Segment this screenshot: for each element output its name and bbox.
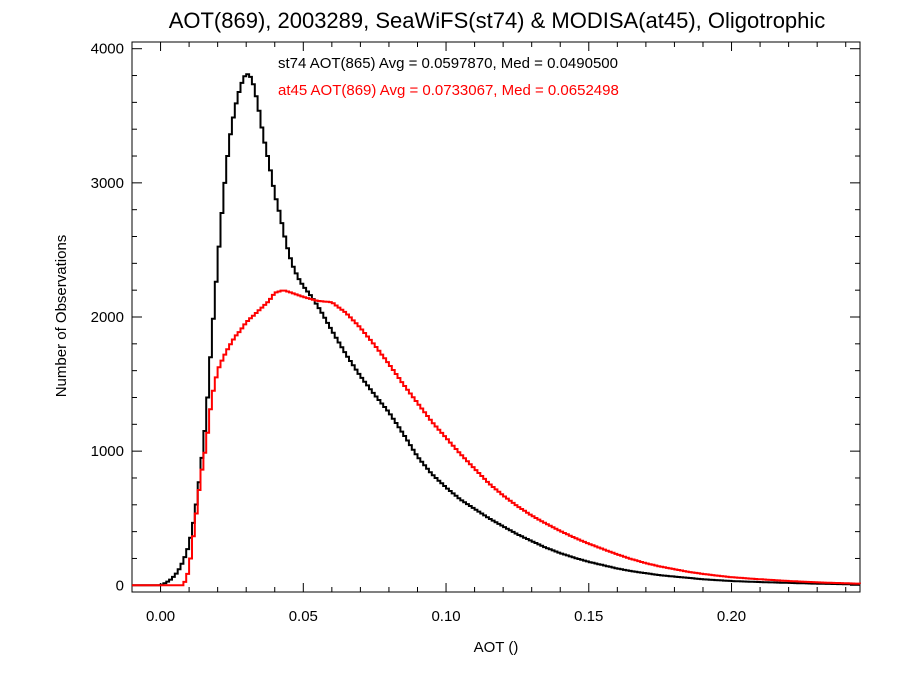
- y-axis-title: Number of Observations: [53, 235, 70, 398]
- x-tick-label: 0.05: [289, 608, 318, 625]
- y-axis: 0 1000 2000 3000 4000: [91, 41, 860, 594]
- y-tick-label: 2000: [91, 309, 124, 326]
- y-tick-label: 1000: [91, 443, 124, 460]
- x-axis: 0.00 0.05 0.10 0.15 0.20: [131, 42, 847, 625]
- series-at45-line: [132, 289, 861, 587]
- y-tick-label: 3000: [91, 175, 124, 192]
- y-tick-label: 4000: [91, 41, 124, 58]
- x-tick-label: 0.15: [574, 608, 603, 625]
- y-tick-label: 0: [116, 577, 124, 594]
- plot-frame: [131, 41, 861, 593]
- chart-title: AOT(869), 2003289, SeaWiFS(st74) & MODIS…: [169, 8, 826, 33]
- series-layer: [132, 73, 861, 587]
- series-st74-line: [132, 73, 860, 587]
- legend-label-at45: at45 AOT(869) Avg = 0.0733067, Med = 0.0…: [278, 82, 619, 99]
- x-tick-label: 0.00: [146, 608, 175, 625]
- x-tick-label: 0.10: [431, 608, 460, 625]
- x-tick-label: 0.20: [717, 608, 746, 625]
- legend-label-st74: st74 AOT(865) Avg = 0.0597870, Med = 0.0…: [278, 55, 618, 72]
- x-axis-title: AOT (): [474, 639, 519, 656]
